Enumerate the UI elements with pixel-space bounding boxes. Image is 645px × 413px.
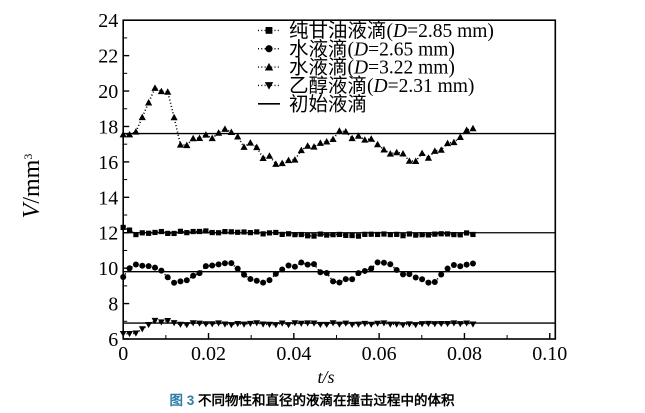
svg-text:24: 24 xyxy=(98,10,118,32)
svg-text:8: 8 xyxy=(108,294,118,316)
svg-text:18: 18 xyxy=(98,116,118,138)
svg-text:0.02: 0.02 xyxy=(191,343,226,365)
svg-text:0: 0 xyxy=(118,343,128,365)
svg-text:20: 20 xyxy=(98,81,118,103)
svg-text:14: 14 xyxy=(98,187,118,209)
svg-text:6: 6 xyxy=(108,329,118,351)
svg-text:0.08: 0.08 xyxy=(447,343,482,365)
svg-text:0.10: 0.10 xyxy=(532,343,567,365)
svg-text:16: 16 xyxy=(98,152,118,174)
svg-text:V/mm3: V/mm3 xyxy=(19,154,45,219)
svg-text:22: 22 xyxy=(98,46,118,68)
svg-text:0.04: 0.04 xyxy=(276,343,311,365)
svg-text:10: 10 xyxy=(98,258,118,280)
svg-text:12: 12 xyxy=(98,223,118,245)
svg-text:初始液滴: 初始液滴 xyxy=(289,93,367,115)
svg-text:0.06: 0.06 xyxy=(362,343,397,365)
svg-text:图 3 不同物性和直径的液滴在撞击过程中的体积: 图 3 不同物性和直径的液滴在撞击过程中的体积 xyxy=(169,392,455,408)
svg-text:t/s: t/s xyxy=(317,367,334,387)
